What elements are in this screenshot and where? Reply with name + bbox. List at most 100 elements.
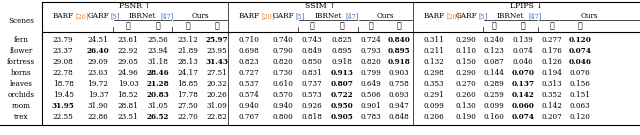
Text: 0.895: 0.895 — [332, 47, 353, 55]
Text: 0.156: 0.156 — [570, 80, 591, 88]
Text: room: room — [12, 102, 31, 110]
Text: 0.176: 0.176 — [541, 47, 563, 55]
Text: 27.50: 27.50 — [178, 102, 198, 110]
Text: [5]: [5] — [295, 12, 305, 20]
Text: 0.649: 0.649 — [360, 80, 381, 88]
Text: 0.823: 0.823 — [239, 58, 259, 66]
Text: 0.918: 0.918 — [332, 58, 353, 66]
Text: trex: trex — [13, 113, 28, 121]
Text: ✗: ✗ — [310, 22, 314, 30]
Text: 0.120: 0.120 — [570, 113, 591, 121]
Text: 0.070: 0.070 — [511, 69, 534, 77]
Text: 0.076: 0.076 — [570, 69, 590, 77]
Text: 0.259: 0.259 — [484, 91, 504, 99]
Text: 0.947: 0.947 — [388, 102, 410, 110]
Text: horns: horns — [11, 69, 31, 77]
Text: 0.130: 0.130 — [456, 102, 476, 110]
Text: 31.43: 31.43 — [205, 58, 228, 66]
Text: 0.940: 0.940 — [239, 102, 259, 110]
Text: fern: fern — [13, 36, 28, 44]
Text: 0.074: 0.074 — [513, 47, 533, 55]
Text: ✓: ✓ — [397, 22, 401, 30]
Text: 22.78: 22.78 — [52, 69, 74, 77]
Text: 19.37: 19.37 — [88, 91, 108, 99]
Text: 25.56: 25.56 — [148, 36, 168, 44]
Text: 0.132: 0.132 — [424, 58, 444, 66]
Text: 0.800: 0.800 — [273, 113, 293, 121]
Text: ✗: ✗ — [550, 22, 554, 30]
Text: [5]: [5] — [110, 12, 119, 20]
Text: IBRNet: IBRNet — [314, 12, 342, 20]
Text: ✗: ✗ — [492, 22, 497, 30]
Text: [20]: [20] — [446, 12, 460, 20]
Text: 20.26: 20.26 — [207, 91, 227, 99]
Text: [47]: [47] — [529, 12, 542, 20]
Text: 0.807: 0.807 — [331, 80, 353, 88]
Text: fortress: fortress — [7, 58, 35, 66]
Text: ✓: ✓ — [156, 22, 161, 30]
Text: 0.831: 0.831 — [301, 69, 323, 77]
Text: 0.352: 0.352 — [541, 91, 563, 99]
Text: 0.142: 0.142 — [511, 91, 534, 99]
Text: 0.698: 0.698 — [239, 47, 259, 55]
Text: 0.730: 0.730 — [273, 69, 293, 77]
Text: 22.82: 22.82 — [207, 113, 227, 121]
Text: 19.03: 19.03 — [118, 80, 138, 88]
Text: PSNR ↑: PSNR ↑ — [119, 2, 151, 10]
Text: 0.724: 0.724 — [360, 36, 381, 44]
Text: 22.86: 22.86 — [88, 113, 108, 121]
Text: 0.905: 0.905 — [331, 113, 353, 121]
Text: 0.848: 0.848 — [388, 113, 410, 121]
Text: 18.52: 18.52 — [118, 91, 138, 99]
Text: Scenes: Scenes — [8, 17, 34, 25]
Text: 0.150: 0.150 — [456, 58, 476, 66]
Text: 28.81: 28.81 — [118, 102, 138, 110]
Text: IBRNet: IBRNet — [497, 12, 524, 20]
Text: 0.901: 0.901 — [360, 102, 381, 110]
Text: 29.05: 29.05 — [118, 58, 138, 66]
Text: 0.123: 0.123 — [484, 47, 504, 55]
Text: 20.83: 20.83 — [147, 91, 170, 99]
Text: 21.28: 21.28 — [147, 80, 170, 88]
Text: 24.96: 24.96 — [118, 69, 138, 77]
Text: 26.52: 26.52 — [147, 113, 169, 121]
Text: leaves: leaves — [10, 80, 33, 88]
Text: 0.099: 0.099 — [424, 102, 444, 110]
Text: 17.78: 17.78 — [177, 91, 198, 99]
Text: 0.940: 0.940 — [273, 102, 293, 110]
Text: orchids: orchids — [8, 91, 35, 99]
Text: 0.290: 0.290 — [456, 36, 476, 44]
Text: 0.610: 0.610 — [273, 80, 293, 88]
Text: 25.97: 25.97 — [205, 36, 228, 44]
Text: 0.537: 0.537 — [239, 80, 259, 88]
Text: 0.818: 0.818 — [301, 113, 323, 121]
Text: BARF: BARF — [424, 12, 445, 20]
Text: 0.046: 0.046 — [513, 58, 533, 66]
Text: 23.61: 23.61 — [118, 36, 138, 44]
Text: 0.737: 0.737 — [301, 80, 323, 88]
Text: 19.72: 19.72 — [88, 80, 108, 88]
Text: 0.793: 0.793 — [361, 47, 381, 55]
Text: 0.206: 0.206 — [424, 113, 444, 121]
Text: 0.063: 0.063 — [570, 102, 590, 110]
Text: BARF: BARF — [239, 12, 260, 20]
Text: GARF: GARF — [455, 12, 477, 20]
Text: 20.32: 20.32 — [207, 80, 227, 88]
Text: 0.727: 0.727 — [239, 69, 259, 77]
Text: 0.240: 0.240 — [484, 36, 504, 44]
Text: 0.783: 0.783 — [361, 113, 381, 121]
Text: Ours: Ours — [377, 12, 394, 20]
Text: [47]: [47] — [161, 12, 174, 20]
Text: 31.95: 31.95 — [52, 102, 74, 110]
Text: 0.506: 0.506 — [360, 91, 381, 99]
Text: 0.820: 0.820 — [273, 58, 293, 66]
Text: 0.743: 0.743 — [301, 36, 323, 44]
Text: 31.09: 31.09 — [207, 102, 227, 110]
Text: 0.087: 0.087 — [484, 58, 504, 66]
Text: 0.353: 0.353 — [424, 80, 444, 88]
Text: 0.151: 0.151 — [570, 91, 591, 99]
Text: 23.79: 23.79 — [52, 36, 74, 44]
Text: 0.142: 0.142 — [541, 102, 563, 110]
Text: 0.190: 0.190 — [456, 113, 476, 121]
Text: ✓: ✓ — [578, 22, 582, 30]
